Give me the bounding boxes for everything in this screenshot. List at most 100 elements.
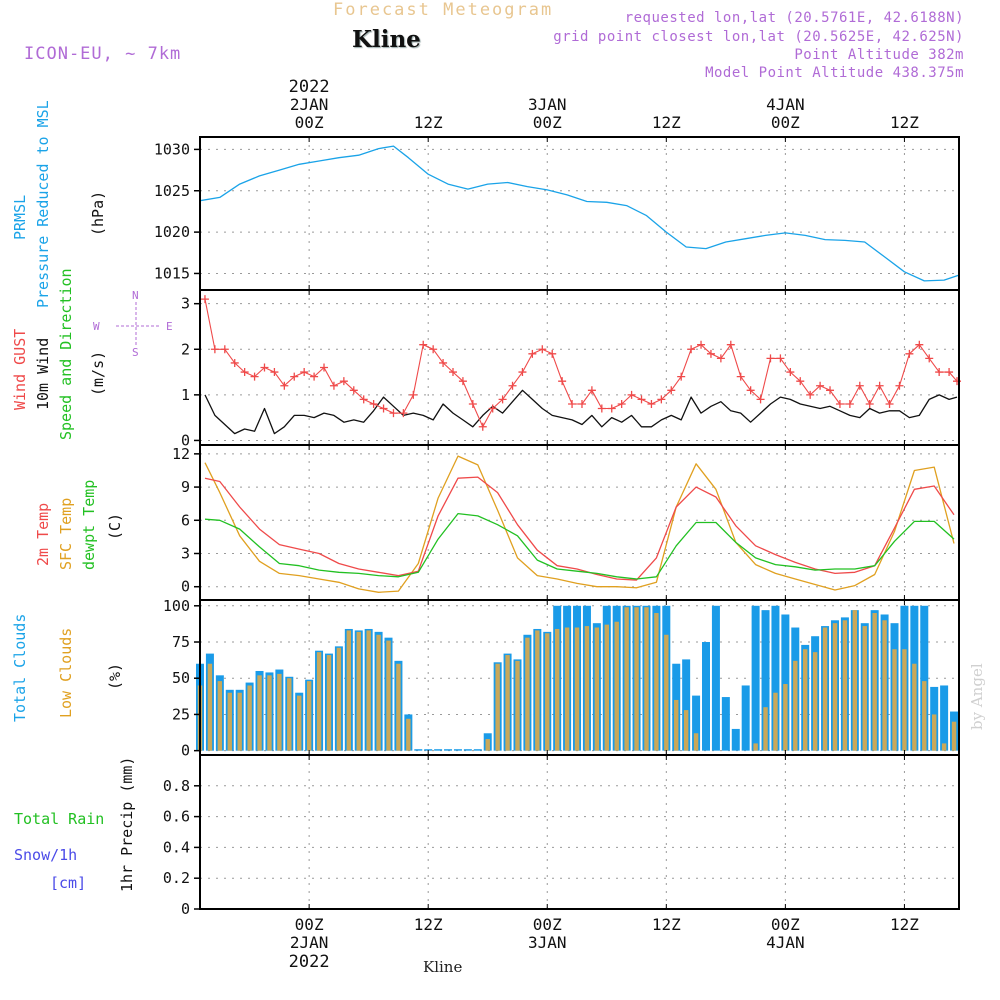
low-cloud-bar [237, 692, 242, 751]
gust-marker [756, 395, 765, 404]
low-cloud-bar [922, 681, 927, 751]
gust-marker [528, 349, 537, 358]
point-altitude: Point Altitude 382m [794, 47, 964, 63]
low-cloud-bar [654, 613, 659, 751]
y-tick-label: 25 [172, 705, 190, 723]
low-cloud-bar [793, 660, 798, 751]
gust-marker [716, 354, 725, 363]
bottom-hour-label: 00Z [295, 915, 324, 934]
y-tick-label: 0 [181, 578, 190, 596]
gust-marker [885, 399, 894, 408]
gust-line [204, 298, 958, 428]
low-cloud-bar [564, 627, 570, 751]
low-cloud-bar [207, 663, 213, 751]
y-tick-label: 0 [181, 742, 190, 760]
snow-label: Snow/1h [14, 846, 78, 864]
low-cloud-bar [852, 610, 858, 751]
bottom-date-label: 4JAN [766, 933, 805, 952]
total-cloud-bar [711, 605, 720, 751]
gust-marker [359, 395, 368, 404]
top-date-label: 2JAN [290, 95, 329, 114]
y-tick-label: 9 [181, 478, 190, 496]
low-cloud-bar [485, 739, 490, 751]
gust-marker [667, 386, 676, 395]
low-cloud-bar [902, 649, 907, 751]
top-hour-label: 00Z [771, 113, 800, 132]
bottom-date-label: 3JAN [528, 933, 567, 952]
low-cloud-bar [872, 613, 877, 751]
total-cloud-bar [761, 610, 770, 751]
gust-marker [310, 372, 319, 381]
gust-marker [538, 345, 547, 354]
gust-marker [439, 358, 448, 367]
low-cloud-bar [783, 684, 788, 751]
total-cloud-bar [721, 697, 730, 751]
low-cloud-bar [862, 626, 867, 751]
low-cloud-bar [297, 695, 302, 751]
low-cloud-bar [376, 634, 381, 751]
y-tick-label: 3 [181, 545, 190, 563]
gust-marker [300, 368, 309, 377]
low-cloud-bar [644, 607, 649, 751]
low-cloud-bar [822, 627, 828, 751]
gust-marker [290, 372, 299, 381]
gust-marker [617, 399, 626, 408]
total-rain-label: Total Rain [14, 810, 105, 828]
gust-marker [449, 368, 457, 377]
gust-marker [915, 340, 924, 349]
low-cloud-bar [594, 627, 600, 751]
gust-marker [597, 404, 606, 413]
low-cloud-bar [584, 626, 590, 751]
low-cloud-bar [287, 678, 292, 751]
low-cloud-bar [941, 743, 947, 751]
y-tick-label: 0 [181, 900, 190, 918]
total-cloud-bar [702, 642, 710, 751]
model-point-altitude: Model Point Altitude 438.375m [705, 65, 964, 81]
gust-marker [320, 363, 329, 372]
low-cloud-bar [812, 652, 818, 751]
snow-unit-label: [cm] [50, 874, 87, 892]
low-cloud-bar [495, 663, 500, 751]
low-cloud-bar [912, 663, 917, 751]
pressure-line [199, 145, 960, 282]
gust-marker [568, 399, 577, 408]
y-tick-label: 1025 [154, 182, 190, 200]
gust-marker [816, 381, 825, 390]
low-cloud-bar [931, 714, 937, 751]
bottom-hour-label: 00Z [533, 915, 562, 934]
frame-layer [199, 136, 960, 910]
gust-marker [806, 390, 815, 399]
low-cloud-bar [227, 692, 232, 751]
low-cloud-bar [664, 634, 669, 751]
compass-e: E [166, 320, 173, 333]
gust-marker [607, 404, 616, 413]
low-cloud-bar [396, 663, 401, 751]
top-hour-label: 12Z [890, 113, 919, 132]
low-cloud-bar [535, 630, 540, 751]
low-cloud-bar [604, 624, 609, 751]
low-cloud-bar [525, 637, 530, 751]
top-hour-label: 12Z [652, 113, 681, 132]
low-cloud-bar [346, 630, 352, 751]
gust-marker [766, 354, 775, 363]
low-cloud-bar [842, 620, 848, 751]
low-cloud-bar [257, 675, 262, 751]
low-cloud-bar [763, 707, 768, 751]
low-cloud-bar [336, 647, 342, 751]
total-cloud-bar [453, 749, 462, 751]
gust-marker [230, 358, 239, 367]
gust-marker [240, 368, 249, 377]
panel-frame [199, 289, 960, 446]
low-cloud-bar [326, 655, 332, 751]
low-cloud-bar [882, 620, 887, 751]
gust-marker [399, 409, 408, 418]
gust-marker [270, 368, 279, 377]
gust-marker [677, 372, 686, 381]
compass-s: S [132, 346, 139, 359]
y-tick-label: 100 [163, 597, 190, 615]
low-cloud-bar [356, 631, 361, 751]
compass-rose: N W E S [93, 289, 173, 359]
bottom-hour-label: 12Z [652, 915, 681, 934]
low-cloud-bar [267, 675, 272, 751]
